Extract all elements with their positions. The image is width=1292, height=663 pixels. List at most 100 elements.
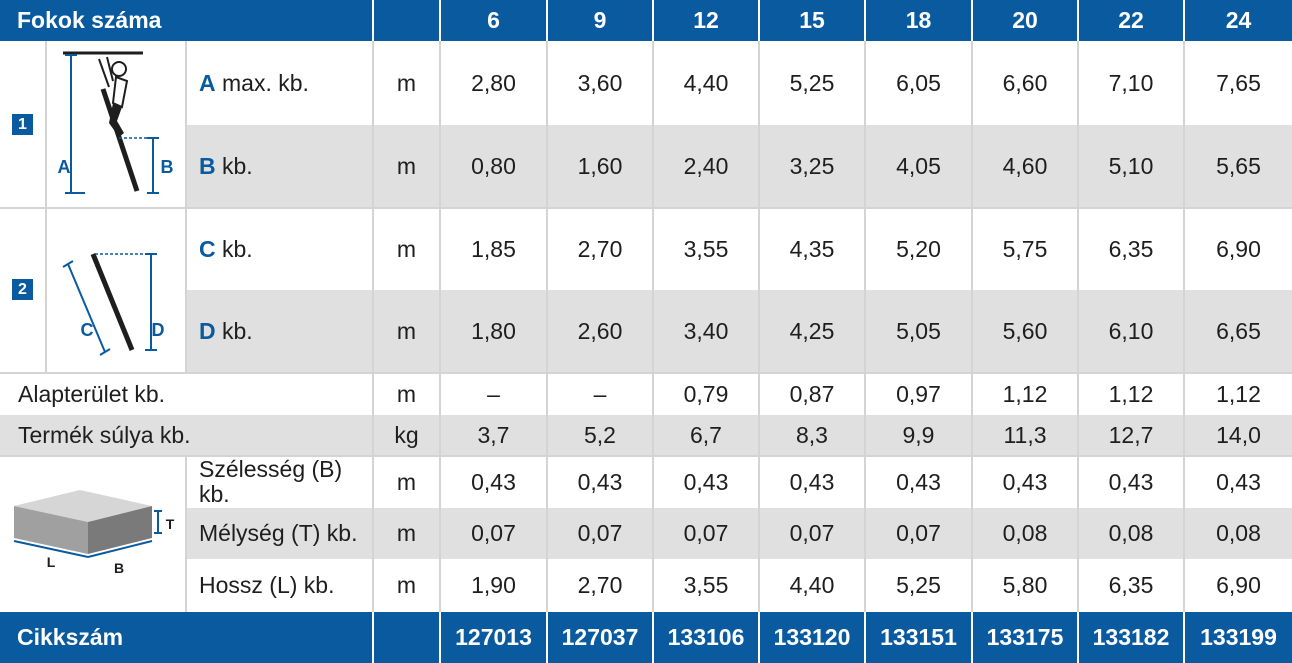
value-cell: 6,05 [896,69,941,96]
value-cell: 9,9 [902,422,935,448]
row-letter: C [199,236,216,262]
package-box-icon [13,490,162,558]
stripe [187,125,1292,207]
grid-line [1183,612,1185,663]
value-cell: 0,08 [1108,520,1154,546]
row-label: Termék súlya kb. [18,422,191,448]
grid-line [864,612,866,663]
value-cell: 7,65 [1216,69,1261,96]
header-col: 22 [1079,0,1183,41]
row-label: B kb. [187,125,372,207]
grid-line [864,0,866,41]
value-cell: 5,10 [1108,152,1154,179]
grid-line [1077,0,1079,41]
grid-line [546,41,548,612]
value-cell: 0,43 [1002,468,1048,495]
figure-label-b: B [160,156,174,177]
grid-line [0,372,1292,374]
value-cell: 2,80 [471,69,516,96]
grid-line [971,612,973,663]
header-unit-cell [374,0,439,41]
grid-line [1183,41,1185,612]
grid-line [652,41,654,612]
value-cell: 5,25 [896,572,941,598]
value-cell: 1,80 [471,317,516,344]
article-number: 133175 [973,612,1077,663]
value-cell: 6,90 [1216,236,1261,262]
article-number: 133106 [654,612,758,663]
grid-line [971,41,973,612]
grid-line [758,0,760,41]
ladder-leaning-icon [62,253,157,356]
row-label: Alapterület kb. [18,381,166,407]
article-number: 133120 [760,612,864,663]
figure-label-c: C [80,319,94,340]
value-cell: 0,87 [789,381,835,407]
value-cell: 3,60 [577,69,623,96]
value-cell: 5,25 [789,69,835,96]
value-cell: 0,07 [896,520,941,546]
value-cell: 3,7 [477,422,510,448]
value-cell: 11,3 [1003,422,1047,448]
row-letter: A [199,69,216,96]
unit-cell: m [396,236,417,262]
value-cell: 0,43 [1216,468,1261,495]
value-cell: 0,79 [683,381,729,407]
stripe [187,508,1292,559]
unit-cell: m [396,468,417,495]
figure-label-b: B [113,560,125,576]
grid-line [1077,612,1079,663]
header-col: 12 [654,0,758,41]
value-cell: 0,43 [896,468,941,495]
row-label: A max. kb. [187,41,372,125]
row-label: Szélesség (B) kb. [199,456,343,507]
value-cell: – [593,381,607,407]
value-cell: 4,40 [683,69,729,96]
value-cell: 4,35 [789,236,835,262]
group-badge: 2 [12,279,33,300]
value-cell: 4,25 [789,317,835,344]
value-cell: 5,80 [1002,572,1048,598]
value-cell: 4,40 [789,572,835,598]
value-cell: 2,70 [577,572,623,598]
value-cell: 1,12 [1216,381,1261,407]
value-cell: 0,43 [789,468,835,495]
group-badge: 1 [12,114,33,135]
grid-line [185,456,187,612]
value-cell: 12,7 [1108,422,1154,448]
value-cell: 0,08 [1002,520,1048,546]
figure-label-t: T [165,516,175,532]
value-cell: 6,35 [1108,572,1154,598]
value-cell: 1,85 [471,236,516,262]
grid-line [45,41,47,372]
grid-line [439,41,441,612]
grid-line [372,0,374,41]
value-cell: 3,55 [683,236,729,262]
header-col: 15 [760,0,864,41]
row-label: D kb. [187,290,372,372]
article-number: 133182 [1079,612,1183,663]
row-letter: B [199,152,216,179]
header-title: Fokok száma [0,0,372,41]
row-letter: D [199,317,216,344]
value-cell: 7,10 [1108,69,1154,96]
value-cell: 2,40 [683,152,729,179]
grid-line [971,0,973,41]
grid-line [652,0,654,41]
header-col: 18 [866,0,971,41]
grid-line [372,612,374,663]
article-number: 127013 [441,612,546,663]
header-col: 6 [441,0,546,41]
value-cell: 0,97 [896,381,941,407]
value-cell: 2,60 [577,317,623,344]
unit-cell: m [396,520,417,546]
figure-label-a: A [57,156,71,177]
unit-cell: m [396,572,417,598]
value-cell: 6,7 [690,422,722,448]
footer-unit-cell [374,612,439,663]
value-cell: 1,12 [1002,381,1048,407]
value-cell: 6,90 [1216,572,1261,598]
stripe [0,415,1292,456]
value-cell: 1,90 [471,572,516,598]
